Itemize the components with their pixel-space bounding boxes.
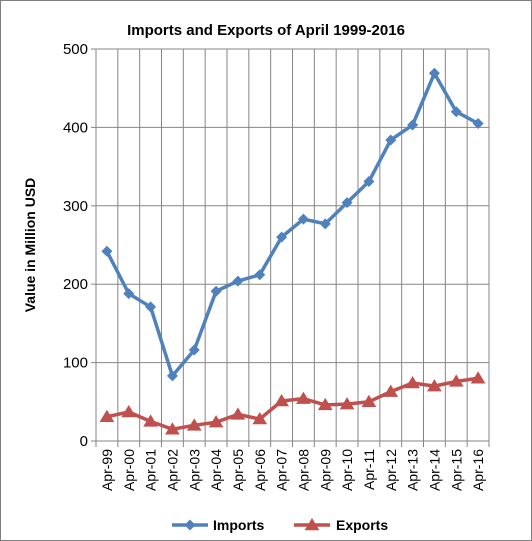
x-tick-label: Apr-07 bbox=[274, 449, 290, 491]
x-tick-label: Apr-08 bbox=[295, 449, 311, 491]
x-tick-label: Apr-12 bbox=[383, 449, 399, 491]
data-point-imports bbox=[363, 175, 375, 187]
data-point-imports bbox=[385, 134, 397, 146]
data-point-exports bbox=[296, 391, 311, 404]
y-tick-label: 500 bbox=[63, 41, 88, 58]
data-point-imports bbox=[254, 269, 266, 281]
series-line-imports bbox=[105, 71, 479, 378]
data-point-exports bbox=[427, 379, 442, 392]
y-tick-label: 400 bbox=[63, 119, 88, 136]
chart-title: Imports and Exports of April 1999-2016 bbox=[127, 22, 405, 39]
data-point-exports bbox=[470, 371, 486, 384]
y-axis-label: Value in Million USD bbox=[22, 178, 38, 313]
data-point-imports bbox=[101, 245, 113, 257]
data-point-exports bbox=[405, 375, 420, 389]
x-tick-label: Apr-03 bbox=[186, 449, 202, 491]
data-point-imports bbox=[166, 370, 178, 382]
data-point-exports bbox=[230, 407, 246, 420]
data-point-exports bbox=[383, 384, 399, 397]
data-point-imports bbox=[123, 288, 135, 300]
data-point-exports bbox=[165, 422, 180, 435]
x-tick-label: Apr-15 bbox=[448, 449, 464, 491]
data-point-exports bbox=[99, 409, 115, 422]
data-point-imports bbox=[297, 213, 309, 225]
data-point-imports bbox=[232, 275, 244, 287]
x-tick-label: Apr-10 bbox=[339, 449, 355, 491]
series-imports bbox=[101, 67, 484, 382]
data-point-exports bbox=[121, 404, 137, 418]
x-tick-label: Apr-14 bbox=[426, 449, 442, 491]
data-point-exports bbox=[448, 374, 464, 387]
data-point-exports bbox=[274, 394, 289, 407]
gridlines bbox=[96, 48, 490, 441]
data-point-imports bbox=[319, 218, 331, 230]
y-tick-label: 300 bbox=[63, 198, 88, 215]
x-tick-labels: Apr-99 Apr-00 Apr-01 Apr-02 Apr-03 Apr-04 Apr-… bbox=[99, 449, 486, 491]
data-point-imports bbox=[472, 117, 484, 129]
x-tick-label: Apr-13 bbox=[405, 449, 421, 491]
data-point-imports bbox=[276, 231, 288, 243]
x-tick-label: Apr-11 bbox=[361, 449, 377, 490]
data-point-imports bbox=[145, 301, 157, 313]
data-point-imports bbox=[341, 197, 353, 209]
x-tick-label: Apr-01 bbox=[143, 449, 159, 491]
y-tick-label: 200 bbox=[63, 276, 88, 293]
x-tick-label: Apr-02 bbox=[164, 449, 180, 491]
x-tick-label: Apr-99 bbox=[99, 449, 115, 491]
x-tick-label: Apr-06 bbox=[252, 449, 268, 491]
x-tick-label: Apr-16 bbox=[470, 449, 486, 491]
y-tick-label: 100 bbox=[63, 355, 88, 372]
data-point-imports bbox=[407, 119, 419, 131]
legend-marker-exports bbox=[304, 518, 320, 531]
x-tick-label: Apr-05 bbox=[230, 449, 246, 491]
data-point-exports bbox=[339, 397, 355, 410]
data-point-imports bbox=[428, 67, 440, 79]
x-tick-label: Apr-00 bbox=[121, 449, 137, 491]
y-tick-label: 0 bbox=[80, 433, 88, 450]
data-point-exports bbox=[252, 412, 268, 425]
data-point-exports bbox=[186, 418, 202, 431]
y-tick-labels: 0 100 200 300 400 500 bbox=[63, 41, 88, 450]
data-point-exports bbox=[317, 397, 333, 411]
series-group bbox=[99, 67, 486, 435]
data-point-exports bbox=[208, 415, 224, 428]
data-point-imports bbox=[450, 106, 462, 118]
x-tick-label: Apr-04 bbox=[208, 449, 224, 491]
data-point-exports bbox=[143, 414, 158, 427]
axes bbox=[91, 48, 490, 447]
data-point-imports bbox=[210, 285, 222, 297]
data-point-imports bbox=[188, 344, 200, 356]
legend-marker-imports bbox=[184, 519, 196, 531]
legend: Imports Exports bbox=[172, 517, 388, 533]
legend-label-exports: Exports bbox=[336, 517, 388, 533]
legend-label-imports: Imports bbox=[213, 517, 265, 533]
series-exports bbox=[99, 371, 486, 435]
x-tick-label: Apr-09 bbox=[317, 449, 333, 491]
data-point-exports bbox=[361, 394, 377, 408]
